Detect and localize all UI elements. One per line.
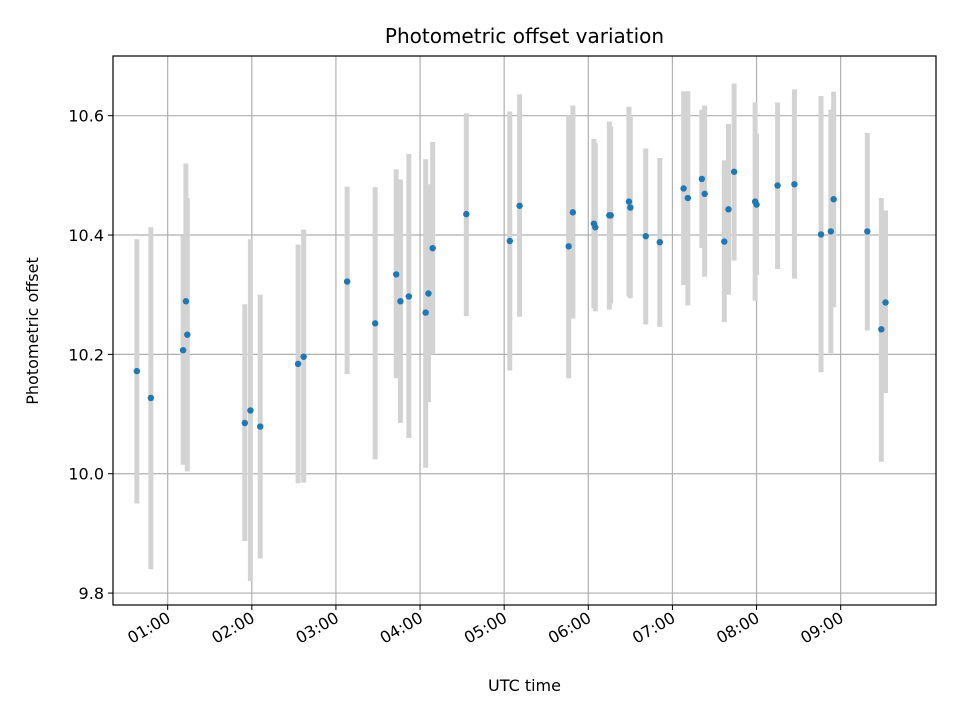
data-point bbox=[184, 331, 191, 338]
data-point bbox=[607, 212, 614, 219]
data-points bbox=[133, 168, 889, 430]
data-point bbox=[698, 175, 706, 183]
data-point bbox=[565, 243, 572, 250]
data-point bbox=[592, 224, 599, 231]
data-point bbox=[422, 309, 429, 316]
y-tick-label: 9.8 bbox=[79, 584, 104, 603]
x-tick-label: 04:00 bbox=[377, 608, 426, 648]
x-tick-label: 02:00 bbox=[208, 608, 257, 648]
y-axis-title: Photometric offset bbox=[23, 257, 42, 405]
data-point bbox=[425, 290, 432, 297]
data-point bbox=[506, 237, 513, 245]
x-tick-label: 01:00 bbox=[124, 608, 173, 648]
plot-frame bbox=[112, 55, 937, 606]
data-point bbox=[625, 198, 633, 205]
data-point bbox=[393, 271, 400, 278]
data-point bbox=[721, 238, 728, 245]
x-axis-ticks: 01:00 02:00 03:00 04:00 05:00 06:00 07:00 08:00… bbox=[124, 605, 847, 648]
data-point bbox=[656, 238, 663, 246]
data-point bbox=[371, 320, 379, 327]
x-tick-label: 09:00 bbox=[797, 608, 846, 648]
data-point bbox=[247, 407, 254, 414]
data-point bbox=[257, 423, 264, 430]
x-tick-label: 06:00 bbox=[545, 608, 594, 648]
data-point bbox=[516, 202, 523, 209]
x-tick-label: 05:00 bbox=[461, 608, 510, 648]
data-point bbox=[405, 293, 413, 300]
data-point bbox=[429, 244, 436, 252]
data-point bbox=[642, 233, 649, 240]
data-point bbox=[147, 394, 155, 402]
y-tick-label: 10.2 bbox=[68, 345, 104, 364]
data-point bbox=[680, 185, 687, 192]
data-point bbox=[397, 298, 404, 305]
data-point bbox=[730, 168, 738, 175]
data-point bbox=[725, 206, 732, 213]
data-point bbox=[182, 298, 190, 305]
data-point bbox=[864, 228, 871, 235]
x-tick-label: 08:00 bbox=[713, 608, 762, 648]
y-axis-ticks: 9.8 10.0 10.2 10.4 10.6 bbox=[68, 107, 113, 603]
data-point bbox=[830, 196, 837, 203]
data-point bbox=[569, 209, 577, 216]
data-point bbox=[774, 182, 781, 189]
data-point bbox=[300, 353, 307, 360]
error-bars bbox=[134, 83, 889, 582]
data-point bbox=[882, 299, 889, 306]
data-point bbox=[241, 419, 248, 427]
y-tick-label: 10.6 bbox=[68, 107, 104, 126]
data-point bbox=[827, 228, 835, 235]
data-point bbox=[753, 201, 760, 208]
data-point bbox=[627, 204, 634, 211]
data-point bbox=[343, 278, 351, 285]
grid-lines bbox=[113, 56, 936, 605]
data-point bbox=[817, 231, 825, 238]
data-point bbox=[701, 190, 708, 198]
x-tick-label: 03:00 bbox=[292, 608, 341, 648]
data-point bbox=[791, 181, 798, 188]
y-tick-label: 10.4 bbox=[68, 226, 104, 245]
chart-title: Photometric offset variation bbox=[385, 24, 664, 48]
x-axis-title: UTC time bbox=[488, 676, 561, 695]
y-tick-label: 10.0 bbox=[68, 465, 104, 484]
data-point bbox=[878, 326, 885, 333]
x-tick-label: 07:00 bbox=[629, 608, 678, 648]
data-point bbox=[179, 346, 187, 354]
data-point bbox=[294, 360, 302, 368]
data-point bbox=[463, 210, 470, 218]
data-point bbox=[133, 367, 141, 375]
data-point bbox=[684, 194, 692, 202]
